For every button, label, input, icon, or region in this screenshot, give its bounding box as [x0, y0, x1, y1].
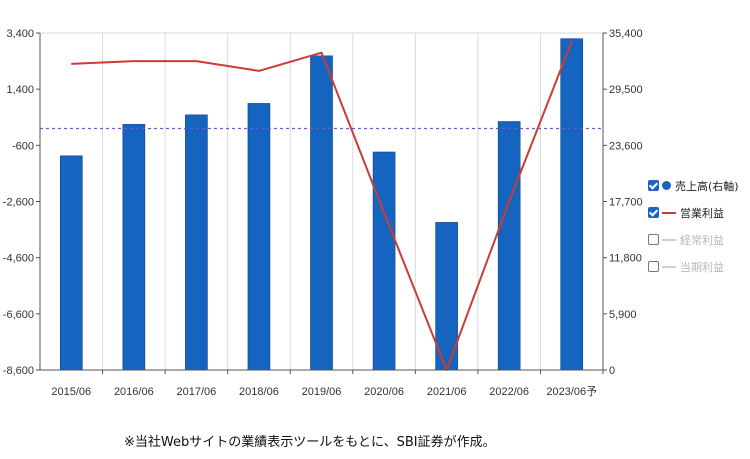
legend-label-ordinary-profit: 経常利益: [680, 233, 724, 247]
line-operating-profit: [71, 41, 573, 371]
bar-sales: [497, 121, 521, 371]
left-tick-label: 3,400: [6, 28, 34, 40]
legend-item-ordinary-profit[interactable]: 経常利益: [648, 226, 739, 253]
left-tick-label: -6,600: [3, 309, 34, 321]
legend-checkbox-ordinary-profit[interactable]: [648, 234, 659, 245]
legend-label-sales: 売上高(右軸): [675, 179, 739, 193]
x-tick-label: 2023/06予: [546, 385, 597, 398]
x-tick-label: 2022/06: [489, 386, 529, 398]
legend-line-icon: [662, 265, 676, 268]
right-tick-label: 23,600: [609, 140, 643, 152]
legend-line-icon: [662, 238, 676, 241]
legend-label-operating-profit: 営業利益: [680, 206, 724, 220]
right-tick-label: 35,400: [609, 28, 643, 40]
x-tick-label: 2016/06: [114, 386, 154, 398]
x-tick-label: 2020/06: [364, 386, 404, 398]
x-tick-label: 2021/06: [427, 386, 467, 398]
legend-dot-icon: [662, 181, 671, 190]
bar-sales: [560, 38, 584, 371]
left-tick-label: -2,600: [3, 197, 34, 209]
legend-checkbox-net-profit[interactable]: [648, 261, 659, 272]
left-tick-label: -4,600: [3, 253, 34, 265]
right-tick-label: 29,500: [609, 84, 643, 96]
legend-checkbox-sales[interactable]: [648, 180, 659, 191]
x-tick-label: 2017/06: [177, 386, 217, 398]
legend-checkbox-operating-profit[interactable]: [648, 207, 659, 218]
left-tick-label: -8,600: [3, 365, 34, 377]
bar-sales: [247, 103, 271, 371]
legend-item-operating-profit[interactable]: 営業利益: [648, 199, 739, 226]
legend-line-icon: [662, 211, 676, 214]
bar-sales: [122, 124, 146, 371]
x-tick-label: 2019/06: [302, 386, 342, 398]
left-tick-label: 1,400: [6, 84, 34, 96]
left-tick-label: -600: [12, 140, 34, 152]
bar-sales: [372, 151, 396, 371]
bar-sales: [185, 114, 208, 371]
legend-item-net-profit[interactable]: 当期利益: [648, 253, 739, 280]
x-tick-label: 2018/06: [239, 386, 279, 398]
legend: 売上高(右軸) 営業利益 経常利益 当期利益: [648, 172, 739, 280]
bar-sales: [59, 155, 83, 371]
right-tick-label: 11,800: [609, 253, 642, 265]
legend-item-sales[interactable]: 売上高(右軸): [648, 172, 739, 199]
right-tick-label: 17,700: [609, 197, 643, 209]
right-tick-label: 5,900: [609, 309, 637, 321]
legend-label-net-profit: 当期利益: [680, 260, 724, 274]
right-tick-label: 0: [609, 365, 615, 377]
source-note: ※当社Webサイトの業績表示ツールをもとに、SBI証券が作成。: [124, 435, 496, 450]
x-tick-label: 2015/06: [51, 386, 91, 398]
bar-sales: [310, 55, 333, 371]
